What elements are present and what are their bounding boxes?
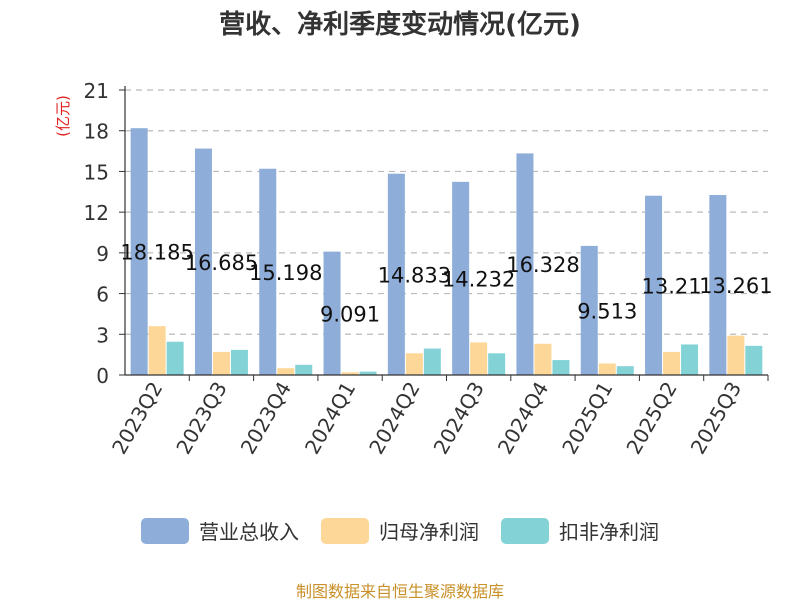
bar-3	[681, 344, 699, 375]
bar-2	[212, 351, 230, 375]
bar-2	[470, 342, 488, 375]
data-label: 13.261	[699, 274, 772, 298]
x-tick-label: 2024Q3	[429, 378, 489, 459]
bar-2	[534, 343, 552, 375]
bar-3	[552, 360, 570, 375]
x-tick-label: 2024Q1	[300, 378, 360, 459]
x-tick-label: 2024Q2	[364, 378, 424, 459]
legend-item-2[interactable]: 归母净利润	[321, 516, 479, 545]
x-tick-label: 2023Q4	[236, 378, 296, 459]
bar-3	[230, 349, 248, 375]
y-tick-label: 21	[84, 79, 109, 103]
y-tick-label: 3	[96, 323, 109, 347]
x-tick-label: 2025Q1	[557, 378, 617, 459]
chart-title: 营收、净利季度变动情况(亿元)	[219, 10, 581, 40]
bar-3	[745, 345, 763, 375]
x-tick-label: 2024Q4	[493, 378, 553, 459]
bars	[130, 128, 763, 375]
x-tick-label: 2023Q2	[107, 378, 167, 459]
bar-2	[341, 372, 359, 375]
data-label: 14.232	[442, 267, 515, 291]
legend: 营业总收入 归母净利润 扣非净利润	[0, 516, 800, 545]
y-tick-label: 15	[84, 160, 109, 184]
x-tick-label: 2025Q3	[686, 378, 746, 459]
bar-1	[516, 153, 534, 375]
x-tick-label: 2025Q2	[621, 378, 681, 459]
bar-1	[645, 195, 663, 375]
legend-label: 扣非净利润	[559, 520, 659, 544]
bar-1	[452, 181, 470, 375]
data-label: 18.185	[120, 241, 193, 265]
legend-label: 归母净利润	[379, 520, 479, 544]
y-tick-label: 9	[96, 242, 109, 266]
data-label: 16.685	[185, 251, 258, 275]
data-label: 9.091	[320, 302, 380, 326]
bar-1	[323, 251, 341, 375]
legend-swatch	[141, 517, 189, 544]
plot-area: 0 3 6 9 12 15 18 21 (亿元) 2023Q2 2023Q3 2023Q4 2024Q1…	[54, 79, 773, 459]
bar-2	[405, 353, 423, 375]
data-label: 13.21	[641, 274, 701, 298]
y-tick-label: 6	[96, 283, 109, 307]
bar-2	[277, 368, 295, 375]
bar-3	[359, 371, 377, 375]
legend-item-3[interactable]: 扣非净利润	[501, 516, 659, 545]
data-label: 9.513	[577, 299, 637, 323]
bar-1	[259, 168, 277, 375]
source-note: 制图数据来自恒生聚源数据库	[295, 582, 504, 601]
bar-1	[194, 148, 212, 375]
legend-item-1[interactable]: 营业总收入	[141, 516, 299, 545]
legend-label: 营业总收入	[199, 520, 299, 544]
bar-1	[709, 195, 727, 375]
bar-2	[727, 335, 745, 375]
y-tick-label: 12	[84, 201, 109, 225]
legend-swatch	[321, 517, 369, 544]
data-label: 14.833	[378, 263, 451, 287]
y-axis-unit-label: (亿元)	[54, 95, 72, 137]
bar-3	[488, 353, 506, 375]
bar-3	[166, 341, 184, 375]
data-label: 16.328	[506, 253, 579, 277]
bar-3	[616, 366, 634, 375]
bar-1	[387, 173, 405, 375]
y-tick-label: 0	[96, 364, 109, 388]
bar-1	[580, 245, 598, 375]
bar-1	[130, 128, 148, 375]
data-label: 15.198	[249, 261, 322, 285]
grid-lines	[125, 89, 768, 335]
bar-2	[148, 326, 166, 375]
legend-swatch	[501, 517, 549, 544]
bar-3	[295, 364, 313, 375]
bar-2	[663, 351, 681, 375]
y-tick-label: 18	[84, 120, 109, 144]
bar-2	[598, 363, 616, 375]
x-tick-label: 2023Q3	[171, 378, 231, 459]
bar-3	[423, 348, 441, 375]
